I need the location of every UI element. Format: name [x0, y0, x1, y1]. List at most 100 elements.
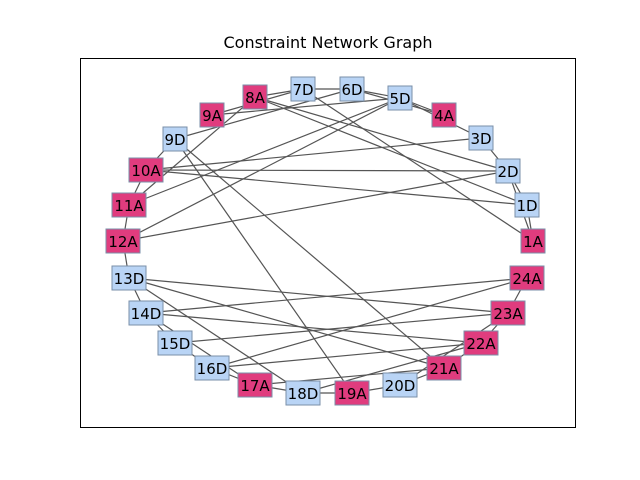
edge-9D-19A — [174, 138, 353, 394]
node-label: 1D — [516, 197, 537, 215]
node-label: 1A — [523, 233, 544, 251]
node-9D: 9D — [162, 126, 188, 152]
node-10A: 10A — [128, 157, 164, 183]
node-label: 13D — [114, 270, 145, 288]
node-19A: 19A — [334, 380, 370, 406]
node-20D: 20D — [382, 372, 418, 398]
edge-2D-10A — [145, 169, 509, 172]
node-box — [431, 102, 457, 128]
node-label: 2D — [497, 163, 518, 181]
node-label: 4A — [434, 107, 455, 125]
node-7D: 7D — [290, 76, 316, 102]
node-8A: 8A — [242, 84, 268, 110]
node-13D: 13D — [111, 265, 147, 291]
node-label: 14D — [131, 305, 162, 323]
node-21A: 21A — [426, 355, 462, 381]
node-box — [382, 372, 418, 398]
edge-13D-21A — [128, 277, 445, 369]
node-label: 18D — [288, 385, 319, 403]
node-11A: 11A — [111, 192, 147, 218]
node-label: 22A — [466, 335, 496, 353]
node-label: 9A — [202, 107, 223, 125]
edge-1A-7D — [302, 88, 534, 242]
node-label: 12A — [108, 233, 138, 251]
node-label: 7D — [292, 81, 313, 99]
edge-5D-12A — [122, 97, 401, 242]
node-box — [128, 157, 164, 183]
node-5D: 5D — [387, 85, 413, 111]
node-box — [162, 126, 188, 152]
edge-14D-17A — [145, 312, 256, 386]
edge-14D-22A — [145, 312, 482, 344]
node-box — [490, 300, 526, 326]
edge-2D-8A — [254, 96, 509, 172]
node-6D: 6D — [339, 76, 365, 102]
node-box — [285, 380, 321, 406]
node-box — [463, 330, 499, 356]
node-label: 23A — [493, 305, 523, 323]
edge-20D-23A — [399, 312, 509, 386]
node-18D: 18D — [285, 380, 321, 406]
node-label: 24A — [512, 270, 542, 288]
node-box — [426, 355, 462, 381]
node-1D: 1D — [514, 192, 540, 218]
node-box — [334, 380, 370, 406]
node-23A: 23A — [490, 300, 526, 326]
node-17A: 17A — [237, 372, 273, 398]
node-label: 20D — [385, 377, 416, 395]
node-box — [157, 330, 193, 356]
node-box — [514, 192, 540, 218]
node-box — [199, 102, 225, 128]
edge-15D-23A — [174, 312, 509, 344]
node-label: 16D — [197, 360, 228, 378]
edge-5D-9A — [211, 97, 401, 116]
node-label: 11A — [114, 197, 144, 215]
node-2D: 2D — [495, 158, 521, 184]
node-label: 15D — [160, 335, 191, 353]
node-label: 9D — [164, 131, 185, 149]
node-box — [520, 228, 546, 254]
node-label: 10A — [131, 162, 161, 180]
node-box — [468, 125, 494, 151]
node-4A: 4A — [431, 102, 457, 128]
node-label: 19A — [337, 385, 367, 403]
node-14D: 14D — [128, 300, 164, 326]
node-box — [105, 228, 141, 254]
node-box — [339, 76, 365, 102]
node-box — [509, 265, 545, 291]
node-3D: 3D — [468, 125, 494, 151]
node-box — [495, 158, 521, 184]
node-box — [111, 192, 147, 218]
chart-title: Constraint Network Graph — [223, 33, 433, 52]
node-15D: 15D — [157, 330, 193, 356]
node-box — [387, 85, 413, 111]
edge-14D-24A — [145, 277, 528, 314]
node-label: 8A — [245, 89, 266, 107]
edge-9D-21A — [174, 138, 445, 369]
edge-6D-9D — [174, 88, 353, 140]
edge-8A-11A — [128, 96, 256, 206]
edge-3D-10A — [145, 137, 482, 171]
plot-frame — [80, 58, 576, 428]
edge-5D-11A — [128, 97, 401, 206]
edge-1D-10A — [145, 169, 528, 206]
edge-16D-24A — [211, 277, 528, 369]
node-box — [128, 300, 164, 326]
node-9A: 9A — [199, 102, 225, 128]
node-box — [290, 76, 316, 102]
edge-16D-22A — [211, 342, 482, 369]
node-box — [242, 84, 268, 110]
node-22A: 22A — [463, 330, 499, 356]
edge-13D-23A — [128, 277, 509, 314]
node-16D: 16D — [194, 355, 230, 381]
node-label: 5D — [389, 90, 410, 108]
node-label: 6D — [341, 81, 362, 99]
edge-13D-18D — [128, 277, 304, 394]
node-12A: 12A — [105, 228, 141, 254]
node-box — [237, 372, 273, 398]
edge-1D-8A — [254, 96, 528, 206]
node-1A: 1A — [520, 228, 546, 254]
node-24A: 24A — [509, 265, 545, 291]
